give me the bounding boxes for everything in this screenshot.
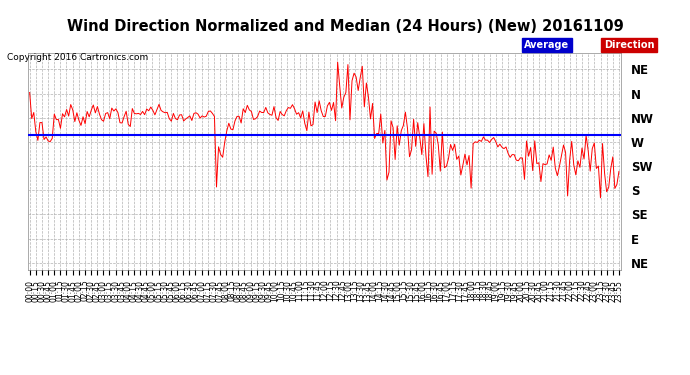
Text: Average: Average <box>524 40 569 50</box>
Text: Copyright 2016 Cartronics.com: Copyright 2016 Cartronics.com <box>7 53 148 62</box>
Text: Wind Direction Normalized and Median (24 Hours) (New) 20161109: Wind Direction Normalized and Median (24… <box>67 19 623 34</box>
Text: Direction: Direction <box>604 40 654 50</box>
